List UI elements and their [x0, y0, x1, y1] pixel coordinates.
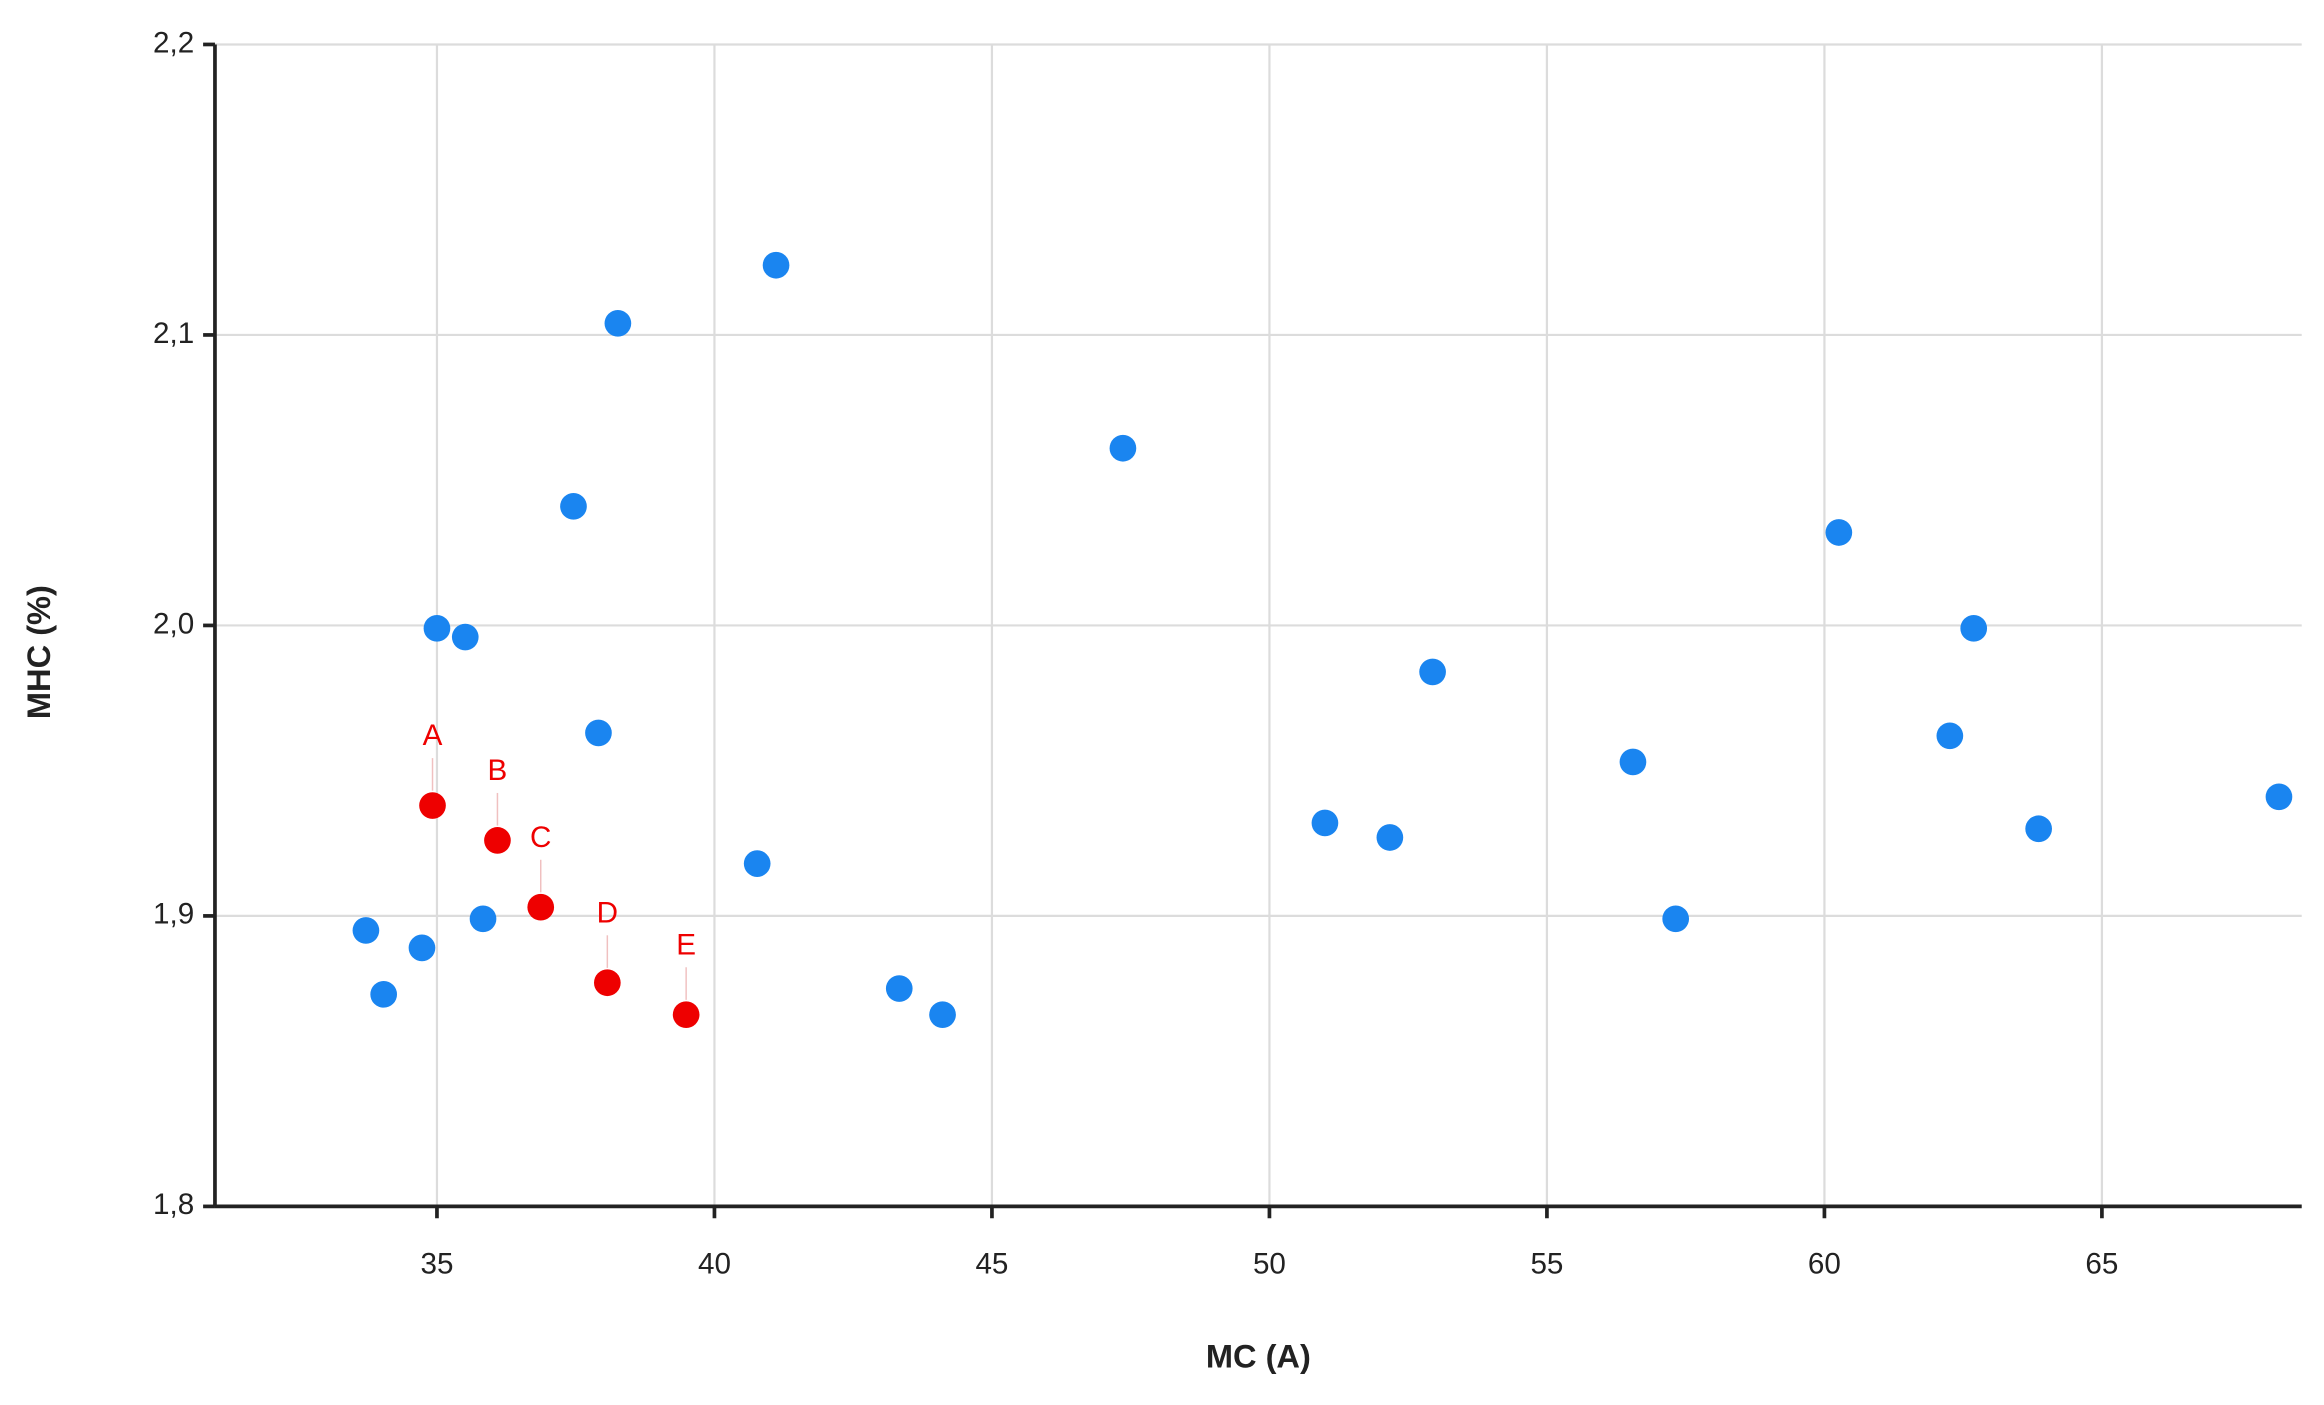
x-tick-label: 50 [1253, 1248, 1286, 1281]
point [1662, 905, 1690, 933]
point [1960, 614, 1988, 642]
point [1109, 434, 1137, 462]
point [743, 850, 771, 877]
point [604, 309, 632, 337]
y-tick-label: 2,1 [153, 317, 194, 350]
y-tick-label: 1,8 [153, 1188, 194, 1221]
point [484, 827, 511, 854]
point [885, 975, 913, 1002]
y-axis-label: MHC (%) [20, 585, 57, 719]
point-label: B [488, 754, 508, 787]
point [2025, 815, 2052, 843]
point [1936, 722, 1964, 750]
point [423, 614, 451, 642]
point [2265, 783, 2293, 811]
point-label: C [530, 821, 551, 854]
point [451, 623, 479, 651]
x-tick-label: 60 [1808, 1248, 1841, 1281]
point [1311, 809, 1339, 837]
point [560, 492, 587, 520]
point [1376, 824, 1404, 851]
point [370, 981, 398, 1008]
y-tick-label: 1,9 [153, 898, 194, 931]
x-axis-label: MC (A) [1206, 1338, 1311, 1375]
point [1619, 748, 1647, 776]
point [762, 251, 790, 279]
point [469, 905, 497, 933]
point-label: E [676, 928, 696, 961]
point [1825, 519, 1853, 546]
point [585, 719, 612, 747]
point [527, 893, 555, 921]
point [352, 917, 380, 944]
y-tick-label: 2,2 [153, 26, 194, 59]
x-tick-label: 65 [2085, 1248, 2118, 1281]
x-tick-label: 45 [975, 1248, 1008, 1281]
y-tick-label: 2,0 [153, 607, 194, 640]
point [1419, 658, 1446, 686]
x-tick-label: 55 [1530, 1248, 1563, 1281]
point [593, 969, 621, 997]
point [672, 1001, 700, 1029]
point-label: A [423, 719, 443, 752]
point [408, 934, 436, 962]
point [419, 792, 446, 819]
x-tick-label: 35 [420, 1248, 453, 1281]
x-tick-label: 40 [698, 1248, 731, 1281]
point [929, 1001, 956, 1029]
point-label: D [597, 896, 618, 929]
